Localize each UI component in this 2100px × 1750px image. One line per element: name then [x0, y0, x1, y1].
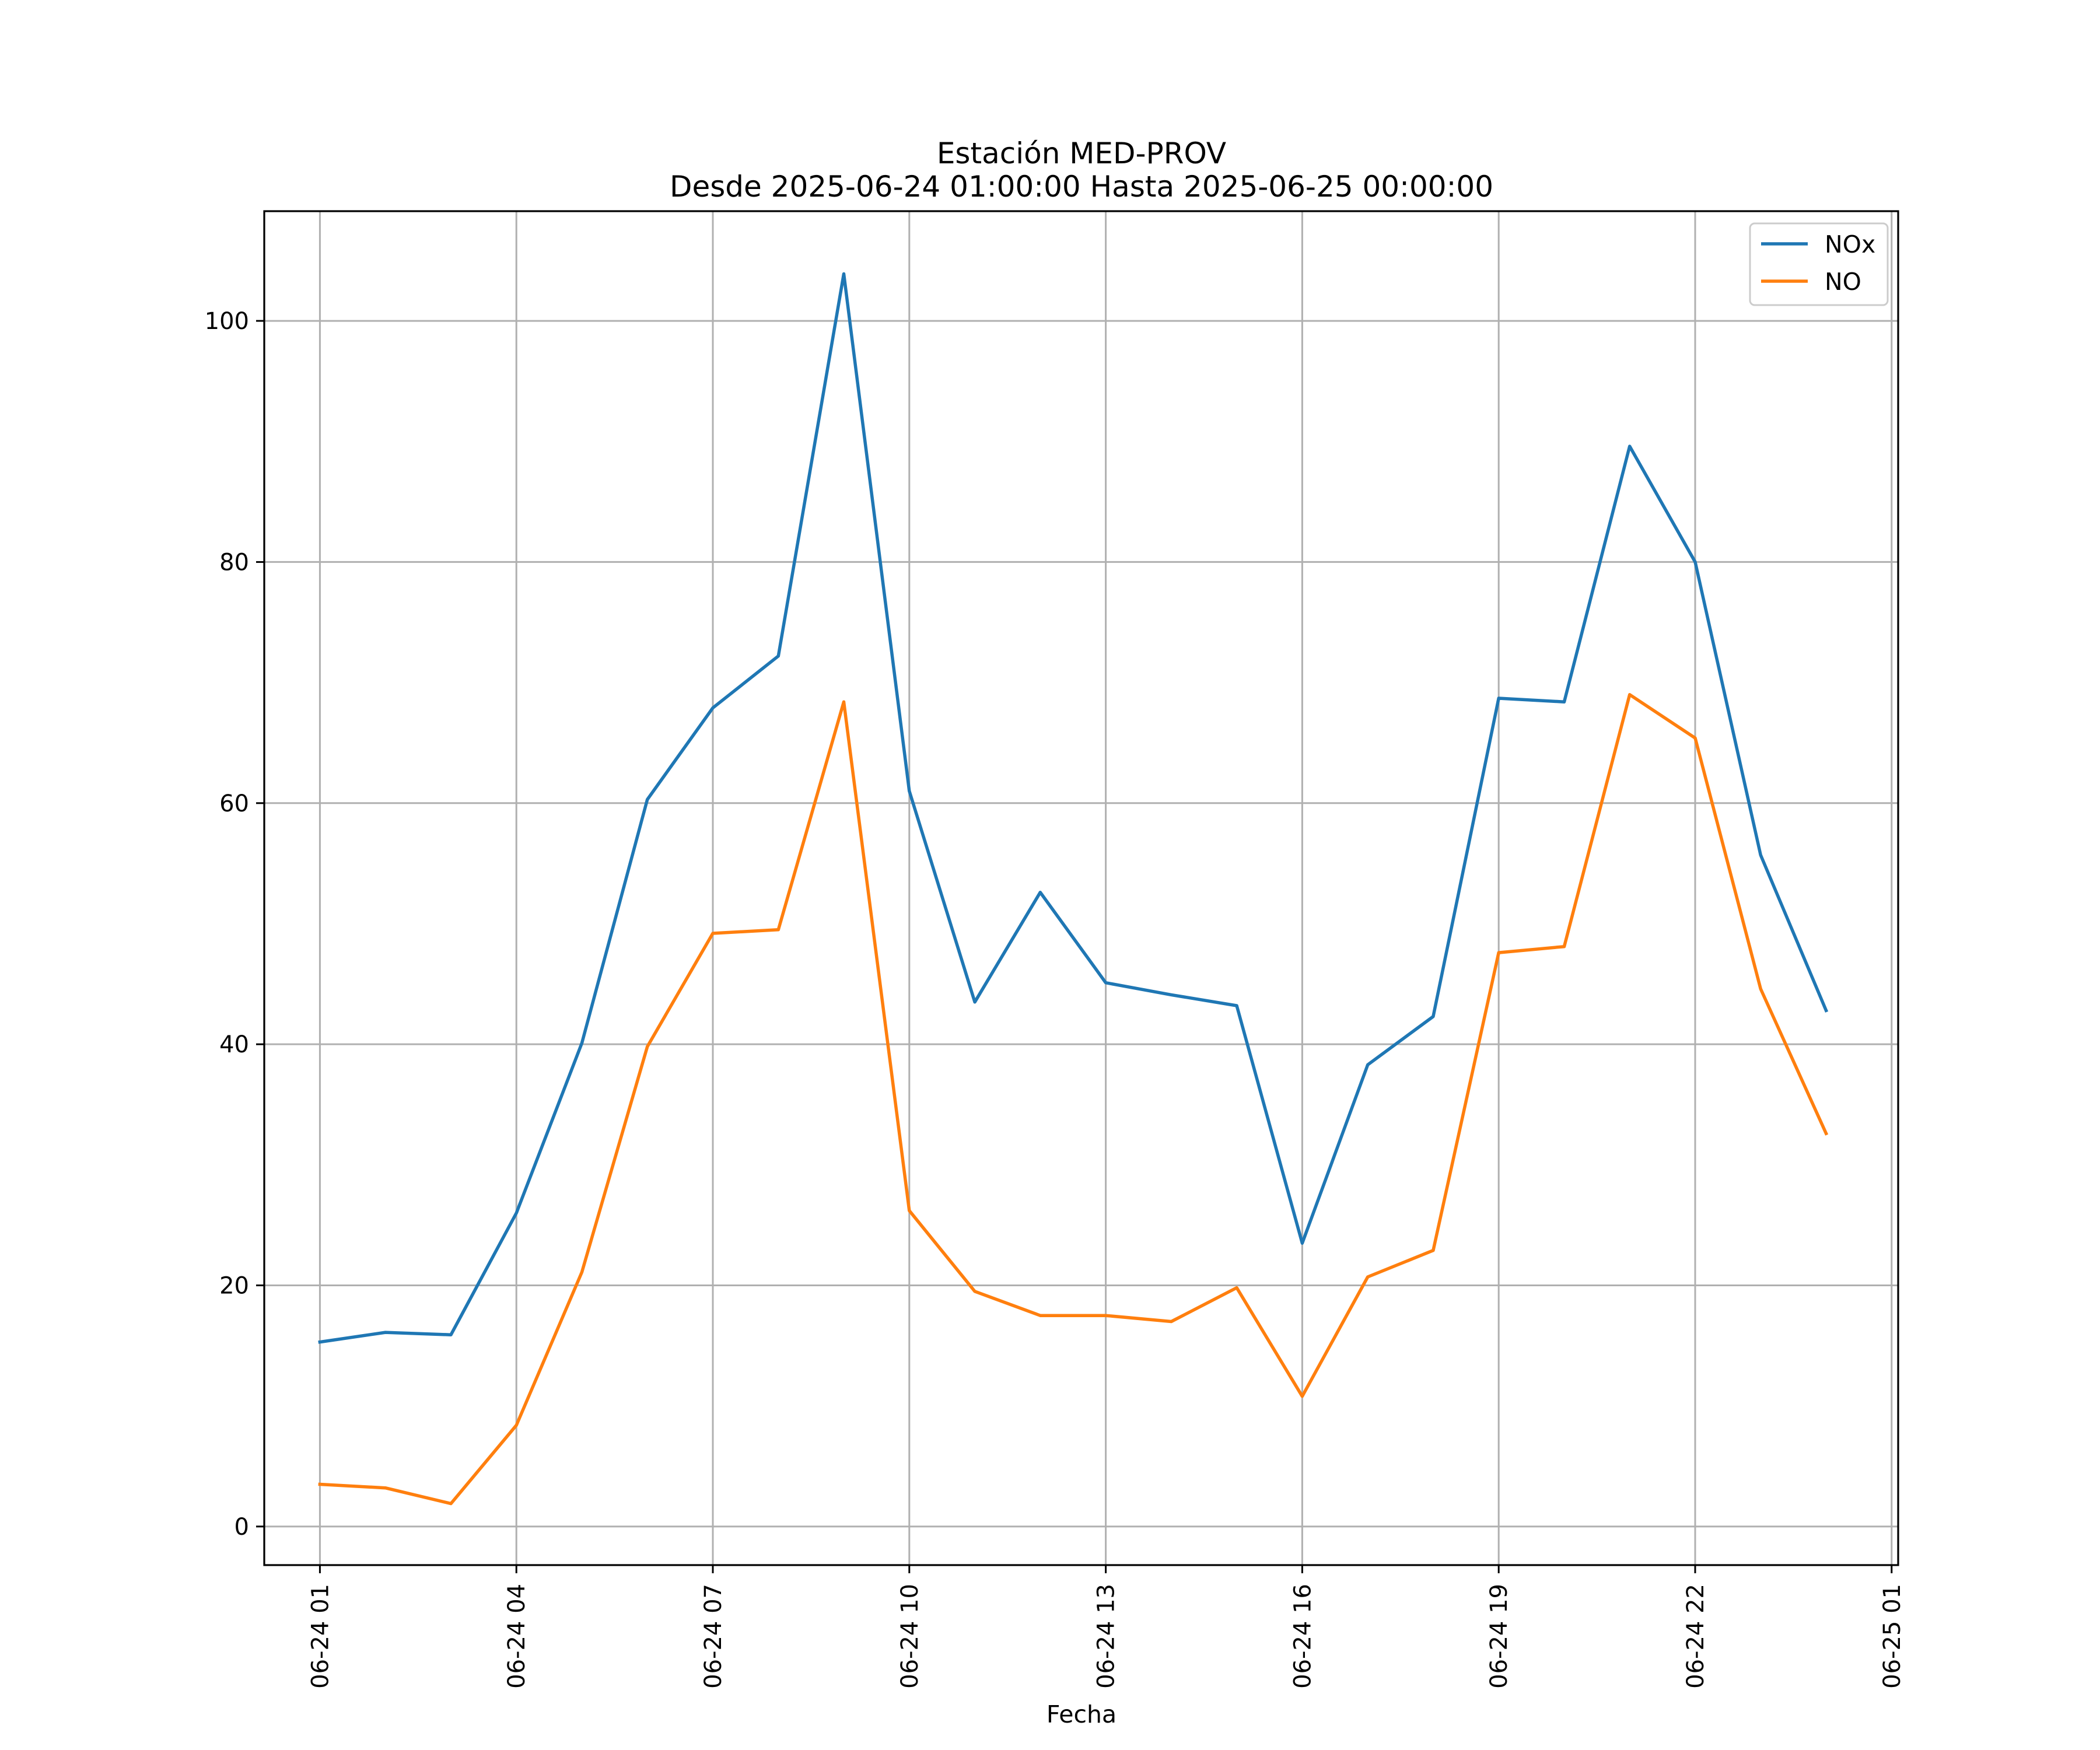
legend-label-no: NO	[1825, 268, 1861, 296]
y-tick-label: 20	[219, 1273, 249, 1300]
y-tick-label: 100	[205, 308, 249, 335]
y-axis: 0 20 40 60 80 100	[205, 308, 264, 1541]
chart-subtitle: Desde 2025-06-24 01:00:00 Hasta 2025-06-…	[670, 170, 1493, 204]
chart-title: Estación MED-PROV	[937, 136, 1226, 170]
legend: NOx NO	[1749, 222, 1889, 306]
legend-label-nox: NOx	[1825, 230, 1875, 258]
y-tick-label: 40	[219, 1031, 249, 1058]
y-tick-label: 60	[219, 790, 249, 817]
x-axis-label: Fecha	[1046, 1700, 1116, 1728]
x-tick-label: 06-24 22	[1682, 1584, 1709, 1689]
x-tick-label: 06-24 19	[1486, 1584, 1513, 1689]
plot-frame	[263, 210, 1899, 1566]
x-tick-label: 06-24 16	[1289, 1584, 1316, 1689]
x-tick-label: 06-25 01	[1879, 1584, 1906, 1689]
series-line-no	[318, 693, 1829, 1506]
y-tick-label: 80	[219, 549, 249, 576]
x-tick-label: 06-24 04	[503, 1584, 530, 1689]
series-lines	[318, 272, 1829, 1506]
series-line-nox	[318, 272, 1829, 1344]
x-tick-label: 06-24 01	[307, 1584, 334, 1689]
x-tick-label: 06-24 10	[897, 1584, 923, 1689]
grid	[264, 211, 1898, 1565]
y-tick-label: 0	[235, 1514, 249, 1541]
x-tick-label: 06-24 07	[700, 1584, 727, 1689]
x-axis: 06-24 01 06-24 04 06-24 07 06-24 10 06-24 13…	[307, 1565, 1906, 1689]
x-tick-label: 06-24 13	[1093, 1584, 1120, 1689]
